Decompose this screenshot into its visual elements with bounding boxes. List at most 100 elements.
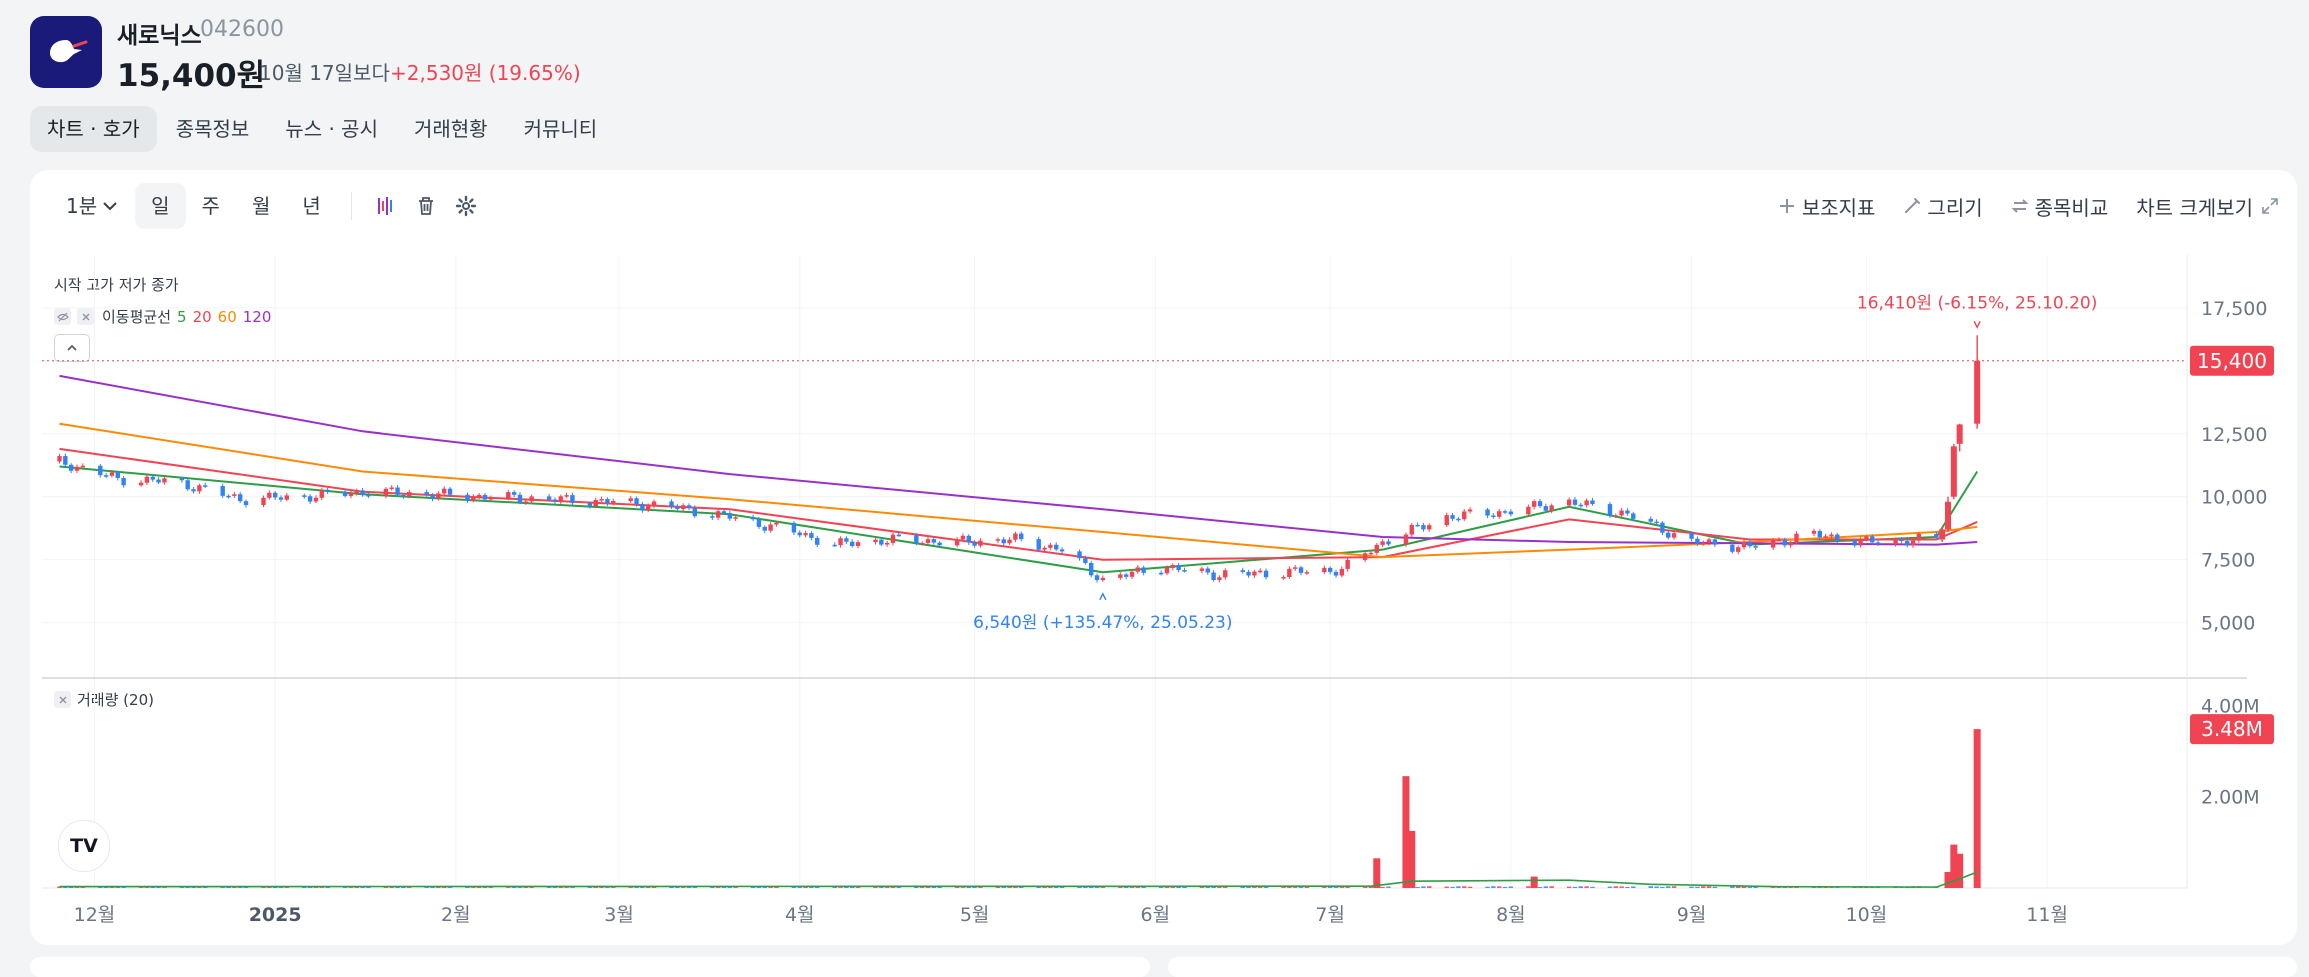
candle-body: [436, 493, 441, 499]
tab-stock-info[interactable]: 종목정보: [175, 117, 250, 141]
candle-body: [1671, 533, 1677, 538]
candle-body: [1829, 534, 1834, 537]
add-indicator-button[interactable]: 보조지표: [1778, 192, 1876, 221]
volume-bar: [1462, 886, 1467, 888]
time-axis-label: 8월: [1496, 904, 1526, 926]
volume-bar: [995, 886, 1001, 888]
ma-line-120: [59, 374, 1978, 546]
period-month-button[interactable]: 월: [251, 194, 271, 218]
candle-body: [424, 492, 429, 495]
volume-bar: [74, 886, 80, 888]
volume-bar: [441, 886, 447, 888]
volume-bar: [1199, 886, 1205, 888]
candle-body: [121, 478, 126, 486]
candle-body: [1339, 568, 1345, 576]
volume-bar: [1625, 887, 1630, 888]
tradingview-logo[interactable]: TV: [58, 820, 110, 872]
candle-body: [1945, 501, 1952, 530]
candle-body: [1403, 534, 1409, 545]
tab-chart-orderbook[interactable]: 차트 · 호가: [30, 106, 157, 152]
volume-bar: [966, 886, 971, 888]
candle-body: [815, 537, 820, 545]
candle-body: [1654, 521, 1659, 524]
candle-style-button[interactable]: [366, 186, 406, 226]
candle-body: [1910, 540, 1916, 546]
candle-body: [914, 535, 919, 544]
legend-collapse-button[interactable]: [54, 334, 90, 362]
delete-drawings-button[interactable]: [406, 186, 446, 226]
compare-stock-button[interactable]: 종목비교: [2011, 192, 2108, 221]
candle-body: [645, 506, 651, 511]
volume-remove-button[interactable]: [54, 691, 71, 708]
price-chart[interactable]: 16,410원 (-6.15%, 25.10.20) 6,540원 (+135.4…: [30, 255, 2275, 945]
volume-bar: [803, 886, 808, 888]
candle-body: [972, 542, 977, 546]
volume-bar: [1701, 886, 1706, 888]
candle-body: [115, 472, 120, 479]
volume-bar: [1427, 886, 1432, 888]
candle-body: [1158, 572, 1164, 575]
candle-body: [1770, 539, 1776, 548]
candle-body: [103, 475, 109, 477]
chevron-down-icon: [103, 202, 117, 211]
enlarge-chart-button[interactable]: 차트 크게보기: [2136, 192, 2279, 221]
ma-20-label: 20: [192, 307, 212, 326]
stock-logo-icon: [50, 40, 88, 63]
volume-bar: [436, 886, 441, 888]
volume-bar: [1566, 886, 1572, 888]
candle-body: [220, 485, 225, 496]
draw-button[interactable]: 그리기: [1903, 192, 1983, 221]
candle-body: [838, 538, 843, 546]
candle-body: [791, 522, 797, 533]
candle-body: [1240, 570, 1245, 572]
candle-body: [1415, 524, 1420, 527]
volume-bar: [1491, 886, 1496, 888]
tab-trading-status[interactable]: 거래현황: [413, 117, 488, 141]
candle-body: [1695, 538, 1700, 544]
candle-body: [430, 494, 435, 499]
ma-line-5: [59, 465, 1979, 574]
volume-bar: [721, 886, 727, 888]
candle-body: [138, 482, 144, 486]
tab-news-disclosure[interactable]: 뉴스 · 공시: [285, 117, 378, 141]
chart-settings-button[interactable]: [446, 186, 486, 226]
ma-visibility-toggle[interactable]: [54, 308, 71, 325]
candle-body: [1462, 511, 1467, 520]
eye-off-icon: [56, 312, 69, 321]
candle-body: [1304, 572, 1310, 574]
candle-body: [1327, 567, 1333, 572]
ma-legend: 이동평균선 5 20 60 120: [54, 306, 271, 327]
period-week-button[interactable]: 주: [201, 194, 220, 218]
close-icon: [59, 696, 66, 703]
volume-bar-spike: [1402, 776, 1410, 888]
candle-body: [546, 496, 552, 500]
volume-bar: [1497, 886, 1502, 888]
candle-body: [1170, 565, 1175, 568]
tab-community[interactable]: 커뮤니티: [523, 117, 598, 141]
candle-body: [715, 511, 721, 518]
time-axis-label: 2월: [441, 904, 471, 926]
ma-remove-button[interactable]: [77, 308, 94, 325]
interval-select[interactable]: 1분: [50, 183, 135, 229]
period-year-button[interactable]: 년: [302, 194, 321, 218]
volume-bar: [1666, 886, 1671, 888]
period-day-button[interactable]: 일: [135, 183, 186, 229]
candle-body: [1823, 536, 1828, 538]
volume-bar: [1467, 886, 1473, 888]
candle-body: [529, 496, 534, 502]
volume-bar: [1508, 886, 1514, 888]
volume-bar: [226, 886, 231, 888]
compare-label: 10월 17일보다: [259, 61, 390, 85]
volume-bar: [1001, 886, 1006, 888]
volume-bar: [1689, 886, 1694, 888]
volume-bar: [564, 886, 569, 888]
volume-bar: [844, 886, 849, 888]
volume-bar: [1712, 886, 1718, 888]
candle-body: [1054, 544, 1059, 550]
ma-60-label: 60: [217, 307, 237, 326]
candle-body: [1939, 529, 1946, 540]
add-indicator-label: 보조지표: [1801, 195, 1876, 220]
gear-icon: [455, 195, 476, 217]
candle-body: [925, 539, 931, 543]
volume-axis-label: 4.00M: [2201, 695, 2260, 717]
